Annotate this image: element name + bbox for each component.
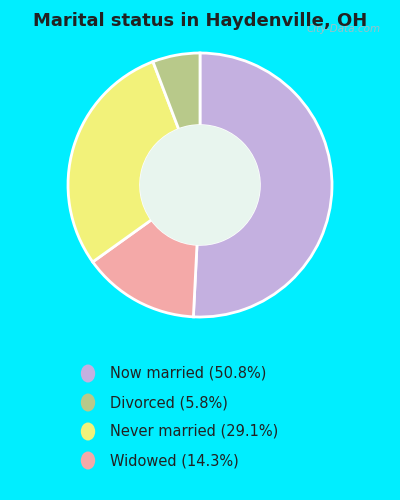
- Text: Widowed (14.3%): Widowed (14.3%): [110, 453, 239, 468]
- Text: Divorced (5.8%): Divorced (5.8%): [110, 395, 228, 410]
- Wedge shape: [193, 53, 332, 317]
- Text: Never married (29.1%): Never married (29.1%): [110, 424, 278, 439]
- Wedge shape: [153, 53, 200, 130]
- Text: City-Data.com: City-Data.com: [306, 24, 380, 34]
- Text: Marital status in Haydenville, OH: Marital status in Haydenville, OH: [33, 12, 367, 30]
- Text: Now married (50.8%): Now married (50.8%): [110, 366, 266, 381]
- Wedge shape: [93, 220, 197, 317]
- Circle shape: [141, 126, 259, 244]
- Wedge shape: [68, 62, 179, 262]
